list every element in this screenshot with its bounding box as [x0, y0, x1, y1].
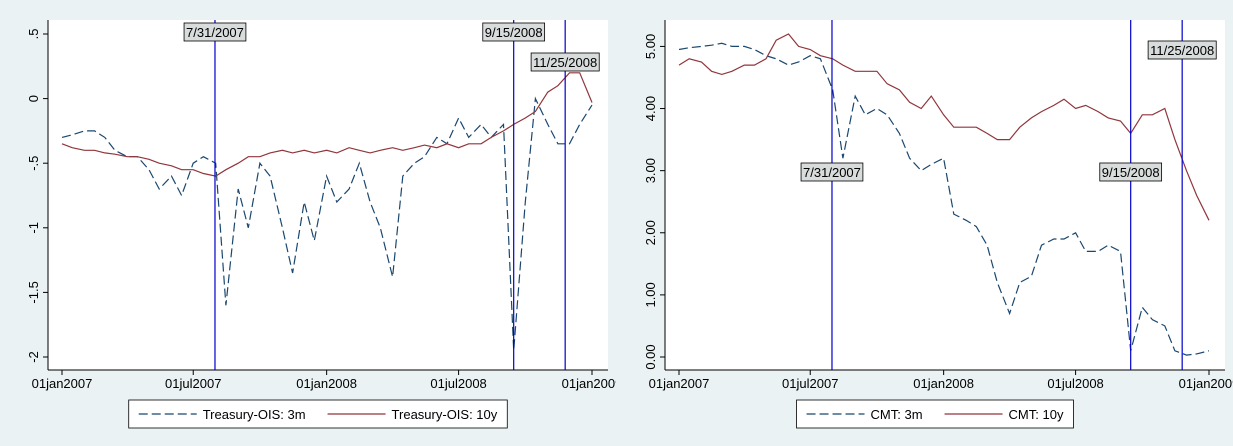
event-label-box: [183, 22, 247, 42]
y-tick-label: -.5: [26, 156, 41, 171]
plot-area: [48, 20, 608, 370]
data-line: [678, 33, 1210, 221]
event-label: 9/15/2008: [1102, 165, 1160, 180]
y-tick-label: 3.00: [643, 158, 658, 183]
event-label-box: [1147, 40, 1217, 60]
y-tick-label: 2.00: [643, 220, 658, 245]
plot-area: [665, 20, 1225, 370]
x-tick-label: 01jul2008: [1047, 376, 1103, 391]
panel: .5 0 -.5 -1 -1.5 -2 01jan2007 01jul2007 01jan200…: [26, 20, 623, 429]
y-tick-label: 0.00: [643, 344, 658, 369]
y-tick-label: -1: [26, 222, 41, 234]
legend-box: [796, 399, 1074, 429]
event-label: 7/31/2007: [803, 165, 861, 180]
x-tick-label: 01jul2008: [430, 376, 486, 391]
event-label: 11/25/2008: [533, 55, 597, 70]
legend-label: CMT: 10y: [1009, 407, 1064, 422]
event-label: 11/25/2008: [1150, 43, 1214, 58]
event-label-box: [1099, 162, 1163, 182]
legend-label: Treasury-OIS: 10y: [392, 407, 498, 422]
y-tick-label: .5: [26, 29, 41, 40]
event-label-box: [482, 22, 546, 42]
x-tick-label: 01jan2009: [562, 376, 623, 391]
legend: Treasury-OIS: 3m Treasury-OIS: 10y: [128, 399, 508, 429]
data-line: [61, 96, 593, 351]
x-tick-label: 01jul2007: [165, 376, 221, 391]
x-tick-label: 01jan2007: [649, 376, 710, 391]
data-line: [61, 72, 593, 177]
x-tick-label: 01jul2007: [782, 376, 838, 391]
event-label: 7/31/2007: [186, 25, 244, 40]
x-tick-label: 01jan2008: [296, 376, 357, 391]
y-tick-label: 4.00: [643, 96, 658, 121]
panel: 5.00 4.00 3.00 2.00 1.00 0.00 01jan2007 01jul20…: [643, 20, 1233, 429]
legend: CMT: 3m CMT: 10y: [796, 399, 1074, 429]
legend-label: Treasury-OIS: 3m: [203, 407, 306, 422]
y-tick-label: 5.00: [643, 34, 658, 59]
event-label-box: [800, 162, 864, 182]
x-tick-label: 01jan2009: [1179, 376, 1233, 391]
event-label-box: [530, 52, 600, 72]
y-tick-label: -2: [26, 351, 41, 363]
event-label: 9/15/2008: [485, 25, 543, 40]
y-tick-label: 1.00: [643, 282, 658, 307]
y-tick-label: 0: [26, 95, 41, 102]
y-tick-label: -1.5: [26, 281, 41, 303]
x-tick-label: 01jan2007: [32, 376, 93, 391]
x-tick-label: 01jan2008: [913, 376, 974, 391]
legend-label: CMT: 3m: [871, 407, 923, 422]
